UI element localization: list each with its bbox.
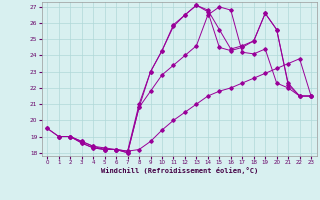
X-axis label: Windchill (Refroidissement éolien,°C): Windchill (Refroidissement éolien,°C) [100, 167, 258, 174]
